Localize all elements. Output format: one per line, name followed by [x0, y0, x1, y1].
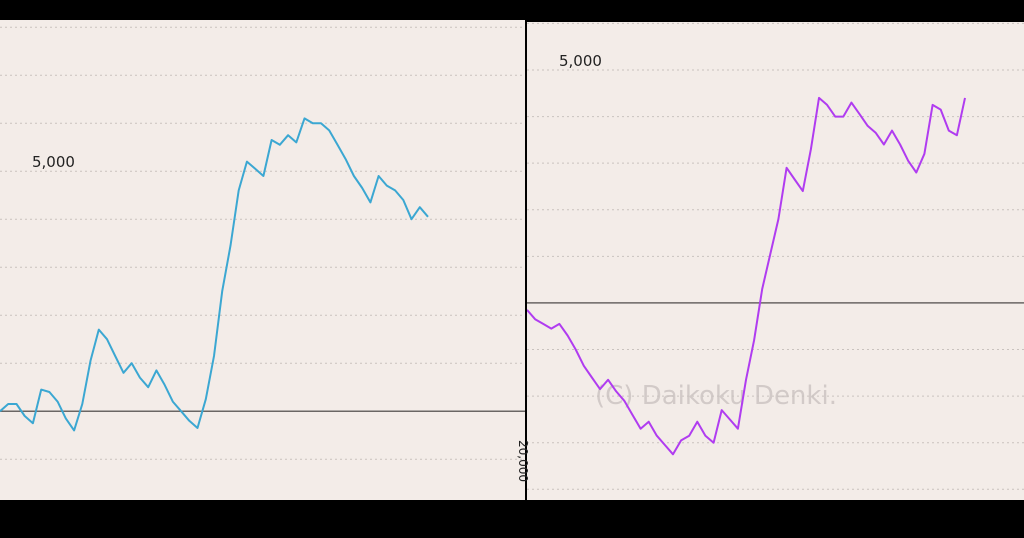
- watermark: (C) Daikoku Denki.: [595, 381, 837, 411]
- line: [527, 96, 966, 456]
- plot-background: [527, 22, 1024, 500]
- y-tick-label: 5,000: [559, 52, 602, 70]
- y-tick-label: 5,000: [32, 153, 75, 171]
- edge-label: 20,000: [516, 440, 530, 482]
- right-chart: (C) Daikoku Denki. 5,000: [527, 22, 1024, 500]
- left-chart: 5,000: [0, 20, 525, 500]
- line: [0, 117, 429, 432]
- plot-background: [0, 20, 525, 500]
